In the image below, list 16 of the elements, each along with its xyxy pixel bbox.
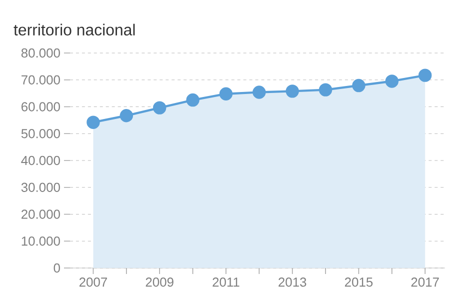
y-tick-label: 20.000 (22, 210, 60, 219)
y-tick-label: 50.000 (21, 129, 60, 138)
x-tick-label: 2013 (278, 278, 306, 287)
y-tick-label: 40.000 (21, 156, 60, 166)
x-tick-label: 2017 (411, 278, 439, 287)
y-tick-label: 60.000 (22, 102, 60, 112)
y-tick-label: 10.000 (22, 236, 60, 246)
y-tick-label: 70.000 (22, 75, 60, 84)
y-tick-label: 30.000 (21, 182, 60, 192)
y-tick-label: 0 (54, 263, 60, 273)
chart-title: territorio nacional (14, 24, 135, 36)
y-tick-label: 80.000 (21, 48, 60, 58)
x-tick-label: 2015 (344, 278, 373, 287)
x-tick-label: 2007 (79, 278, 107, 287)
x-tick-label: 2009 (146, 278, 174, 287)
x-tick-label: 2011 (212, 278, 240, 287)
